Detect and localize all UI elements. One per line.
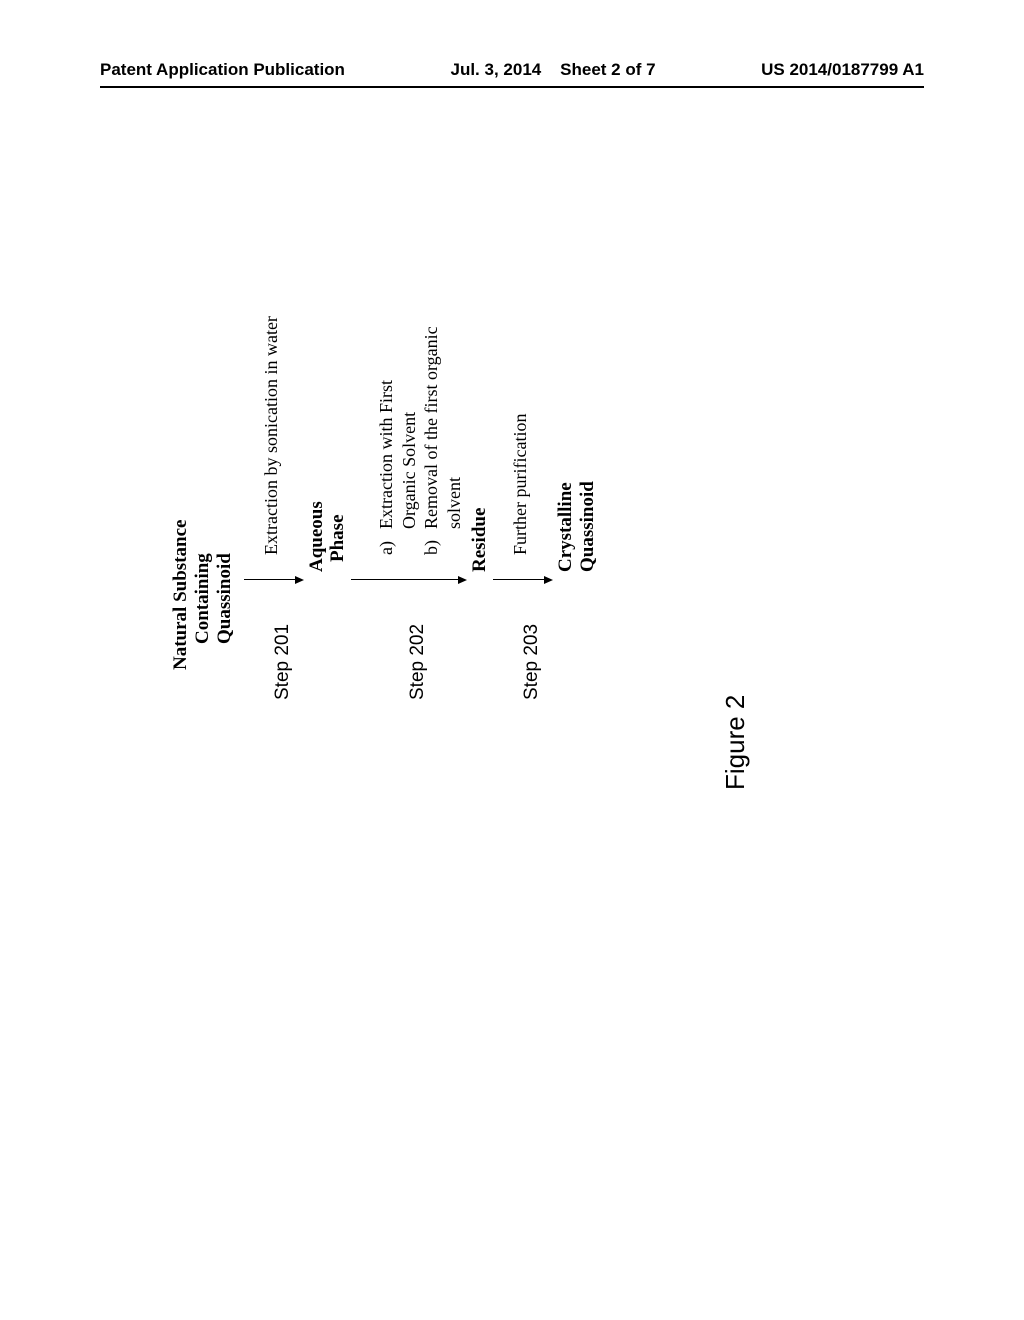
flow-start-l2: Containing [192,140,214,644]
step-202-b-l1: Removal of the first organic [421,326,441,529]
figure-caption: Figure 2 [720,695,751,790]
header-center: Jul. 3, 2014 Sheet 2 of 7 [451,60,656,80]
flow-start: Natural Substance Containing Quassinoid [170,140,236,670]
step-202-a-l2: Organic Solvent [399,412,419,529]
header-left: Patent Application Publication [100,60,345,80]
step-202-b-key: b) [420,529,465,555]
flow-start-l3: Quassinoid [214,140,236,644]
figure-body: Natural Substance Containing Quassinoid … [170,140,599,700]
step-202-label: Step 202 [351,595,429,700]
header-right: US 2014/0187799 A1 [761,60,924,80]
patent-page: Patent Application Publication Jul. 3, 2… [0,0,1024,1320]
step-203-label: Step 203 [493,595,543,700]
step-202-row: Step 202 a) Extraction with First Organi… [351,140,467,700]
page-header: Patent Application Publication Jul. 3, 2… [0,60,1024,80]
arrow-icon [244,565,304,595]
step-201-label: Step 201 [244,595,294,700]
header-rule [100,86,924,88]
state-aqueous: Aqueous Phase [306,140,350,572]
step-201-row: Step 201 Extraction by sonication in wat… [244,140,304,700]
state-aqueous-l2: Phase [327,140,349,562]
state-residue: Residue [469,140,491,572]
step-202-a-l1: Extraction with First [376,380,396,529]
state-aqueous-l1: Aqueous [306,140,328,572]
arrow-icon [351,565,467,595]
step-202-desc: a) Extraction with First Organic Solvent… [351,326,465,565]
flowchart: Natural Substance Containing Quassinoid … [170,140,599,700]
header-date: Jul. 3, 2014 [451,60,542,79]
flow-end-l1: Crystalline [555,140,577,572]
flow-end-l2: Quassinoid [577,140,599,572]
step-202-a-key: a) [375,529,420,555]
flow-start-l1: Natural Substance [170,140,192,670]
flow-end: Crystalline Quassinoid [555,140,599,572]
header-sheet: Sheet 2 of 7 [560,60,655,79]
step-203-desc: Further purification [493,414,532,565]
arrow-icon [493,565,553,595]
step-202-b-l2: solvent [444,477,464,529]
step-201-desc: Extraction by sonication in water [244,316,283,565]
step-203-row: Step 203 Further purification [493,140,553,700]
